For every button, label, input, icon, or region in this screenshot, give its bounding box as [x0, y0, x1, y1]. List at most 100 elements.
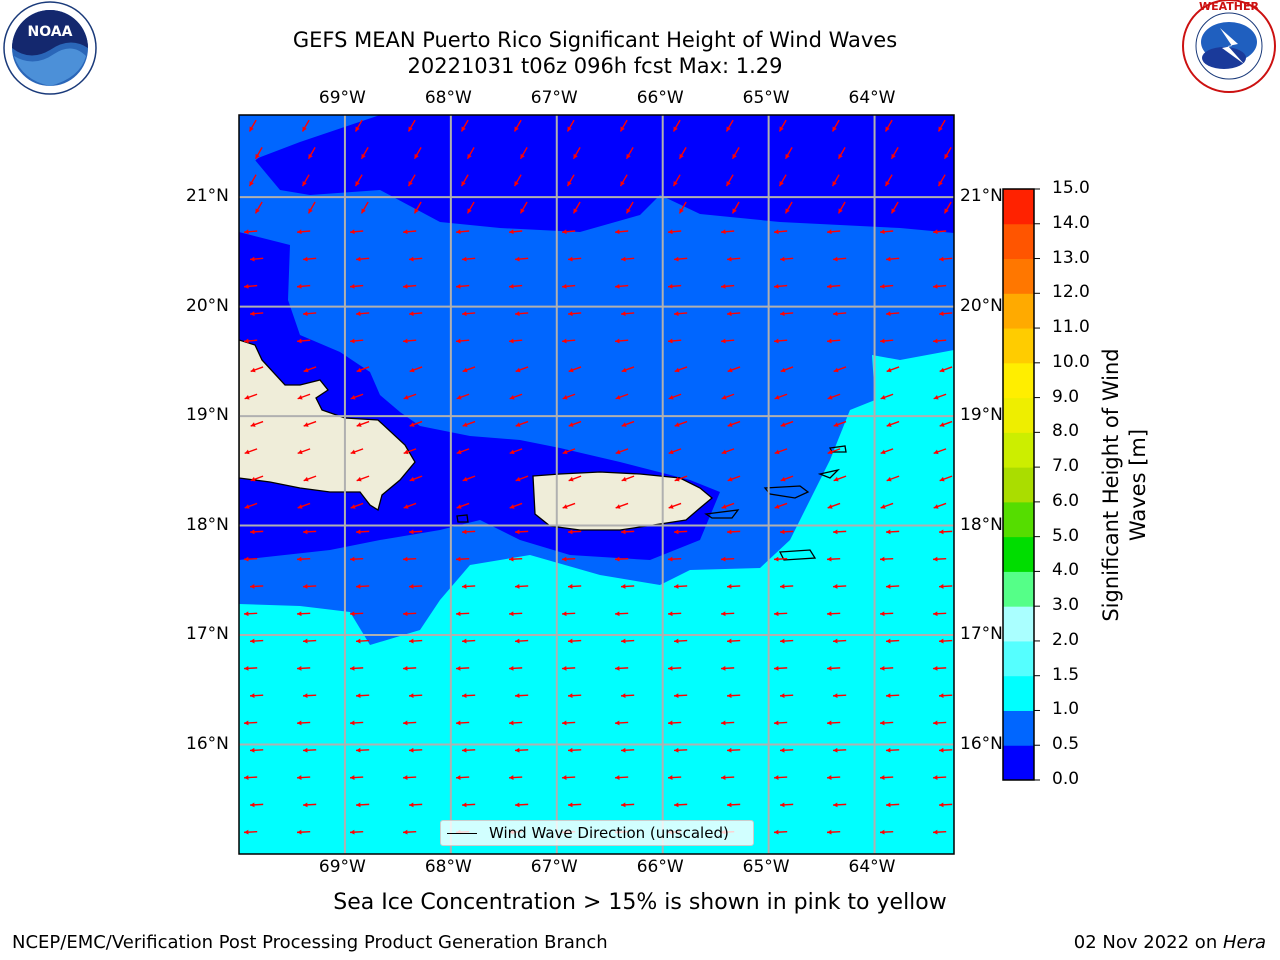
wave-direction-arrowhead	[721, 504, 727, 509]
wave-direction-arrowhead	[833, 256, 838, 262]
lat-label-left: 17°N	[186, 624, 229, 645]
wave-direction-arrowhead	[727, 638, 732, 644]
wave-direction-arrowhead	[827, 395, 833, 400]
colorbar-segment	[1003, 571, 1034, 607]
wave-direction-arrowhead	[827, 611, 832, 617]
wave-direction-arrowhead	[838, 208, 843, 214]
colorbar-tick-label: 1.0	[1052, 699, 1080, 720]
wave-direction-arrowhead	[726, 181, 731, 187]
wave-direction-arrowhead	[244, 338, 249, 344]
wave-direction-arrowhead	[562, 611, 567, 617]
wave-direction-arrowhead	[462, 311, 467, 317]
wave-direction-arrowhead	[621, 747, 626, 753]
wave-direction-arrowhead	[827, 283, 832, 289]
wave-direction-arrowhead	[562, 504, 568, 509]
wave-direction-arrowhead	[308, 153, 313, 159]
wave-direction-arrowhead	[250, 693, 255, 699]
wave-direction-arrowhead	[886, 476, 892, 482]
colorbar-tick-label: 13.0	[1052, 247, 1090, 268]
wave-direction-arrowhead	[721, 395, 727, 400]
wave-direction-arrowhead	[562, 283, 567, 289]
wave-direction-arrowhead	[721, 449, 727, 455]
wave-direction-arrowhead	[880, 720, 885, 726]
wave-direction-arrowhead	[356, 422, 362, 427]
wave-direction-arrowhead	[515, 747, 520, 753]
wave-direction-arrowhead	[944, 153, 949, 159]
wave-direction-arrowhead	[462, 584, 467, 589]
wave-direction-arrowhead	[620, 126, 625, 132]
colorbar-segment	[1003, 710, 1034, 746]
wave-direction-arrowhead	[780, 311, 785, 317]
colorbar-segment	[1003, 467, 1034, 503]
wave-direction-arrowhead	[244, 829, 249, 835]
wave-direction-arrowhead	[350, 504, 356, 509]
wave-direction-arrowhead	[880, 665, 885, 671]
footer-machine: Hera	[1222, 932, 1266, 953]
wave-direction-arrowhead	[409, 529, 414, 535]
wave-direction-arrowhead	[832, 126, 837, 132]
wave-direction-arrowhead	[409, 367, 415, 373]
wave-direction-arrowhead	[674, 802, 679, 808]
wave-direction-arrowhead	[408, 126, 413, 132]
wave-direction-arrowhead	[297, 229, 302, 235]
wave-direction-arrowhead	[721, 283, 726, 289]
wave-direction-arrowhead	[939, 256, 944, 262]
wave-direction-arrowhead	[515, 367, 521, 373]
wave-direction-arrowhead	[668, 556, 673, 562]
wave-direction-arrowhead	[303, 367, 309, 373]
wave-direction-arrowhead	[721, 611, 726, 617]
wave-direction-arrowhead	[244, 504, 250, 509]
wave-direction-arrowhead	[244, 665, 249, 671]
wave-direction-arrowhead	[350, 556, 355, 562]
lat-label-left: 21°N	[186, 186, 229, 207]
wave-direction-arrowhead	[403, 556, 408, 562]
lon-label-top: 66°W	[636, 88, 684, 108]
wave-direction-arrowhead	[721, 665, 726, 671]
wave-direction-arrowhead	[568, 422, 574, 427]
wave-direction-arrowhead	[727, 747, 732, 753]
wave-direction-arrowhead	[891, 208, 896, 214]
lon-label-top: 65°W	[742, 88, 790, 108]
wave-direction-arrowhead	[520, 208, 525, 214]
colorbar-segment	[1003, 536, 1034, 572]
wave-direction-arrowhead	[303, 802, 308, 808]
wave-direction-arrowhead	[403, 229, 408, 235]
wave-direction-arrowhead	[350, 395, 356, 400]
wave-direction-arrowhead	[774, 775, 779, 780]
wave-direction-arrowhead	[361, 153, 366, 159]
wave-direction-arrowhead	[880, 556, 885, 562]
wave-direction-arrowhead	[409, 476, 415, 482]
wave-direction-arrowhead	[403, 611, 408, 617]
wave-direction-arrowhead	[886, 256, 891, 262]
lat-label-left: 16°N	[186, 733, 229, 754]
wave-direction-arrowhead	[944, 208, 949, 214]
colorbar-segment	[1003, 362, 1034, 399]
wave-direction-arrowhead	[409, 693, 414, 699]
wave-direction-arrowhead	[355, 126, 360, 132]
wave-direction-arrowhead	[939, 584, 944, 589]
wave-direction-arrowhead	[779, 181, 784, 187]
wave-direction-arrowhead	[302, 181, 307, 187]
wave-direction-arrowhead	[886, 747, 891, 753]
wave-direction-arrowhead	[409, 311, 414, 317]
wave-direction-arrowhead	[774, 504, 780, 509]
lon-label-top: 69°W	[318, 88, 366, 108]
wave-direction-arrowhead	[886, 638, 891, 644]
wave-direction-arrowhead	[615, 395, 621, 400]
wave-direction-arrowhead	[562, 720, 567, 726]
wave-direction-arrowhead	[297, 338, 302, 344]
wave-direction-arrowhead	[939, 367, 945, 373]
wave-direction-arrowhead	[515, 311, 520, 317]
wave-direction-arrowhead	[356, 584, 361, 589]
wave-direction-arrowhead	[297, 449, 303, 455]
colorbar-segment	[1003, 432, 1034, 468]
wave-direction-arrowhead	[621, 476, 627, 482]
wave-direction-arrowhead	[562, 556, 567, 562]
wave-direction-arrowhead	[409, 584, 414, 589]
wave-direction-arrowhead	[514, 181, 519, 187]
wave-direction-arrowhead	[933, 665, 938, 671]
wave-direction-arrowhead	[621, 638, 626, 644]
wave-direction-arrowhead	[567, 126, 572, 132]
wave-direction-arrowhead	[833, 529, 838, 535]
colorbar-segment	[1003, 501, 1034, 538]
